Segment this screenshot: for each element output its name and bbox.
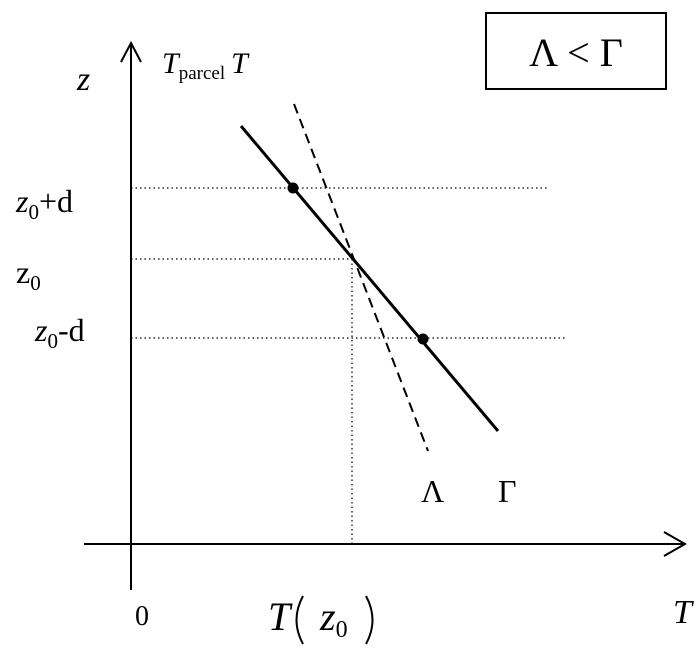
condition-text: Λ < Γ xyxy=(529,30,623,75)
x-axis-arrowhead xyxy=(663,531,688,557)
environment-line-label: Λ xyxy=(421,473,444,509)
origin-label: 0 xyxy=(135,601,149,632)
lower-parcel-point xyxy=(417,333,429,345)
middle-level-label: z0 xyxy=(16,254,41,295)
lower-level-label: z0-d xyxy=(34,312,85,353)
upper-parcel-point xyxy=(287,182,299,194)
y-axis-caption: Tparcel T xyxy=(162,47,250,84)
parcel-line-label: Γ xyxy=(498,473,517,509)
environment-lapse-line xyxy=(293,103,429,452)
upper-level-label: z0+d xyxy=(15,183,73,224)
tz0-right-paren xyxy=(365,595,374,645)
y-axis-symbol: z xyxy=(76,61,90,98)
parcel-lapse-line xyxy=(239,125,500,432)
tz0-argument: z0 xyxy=(319,594,348,643)
condition-box xyxy=(485,12,667,90)
tz0-left-paren xyxy=(295,595,304,645)
x-axis-symbol: T xyxy=(673,594,694,631)
y-axis-arrowhead xyxy=(120,40,142,63)
tz0-label: T xyxy=(268,594,293,639)
